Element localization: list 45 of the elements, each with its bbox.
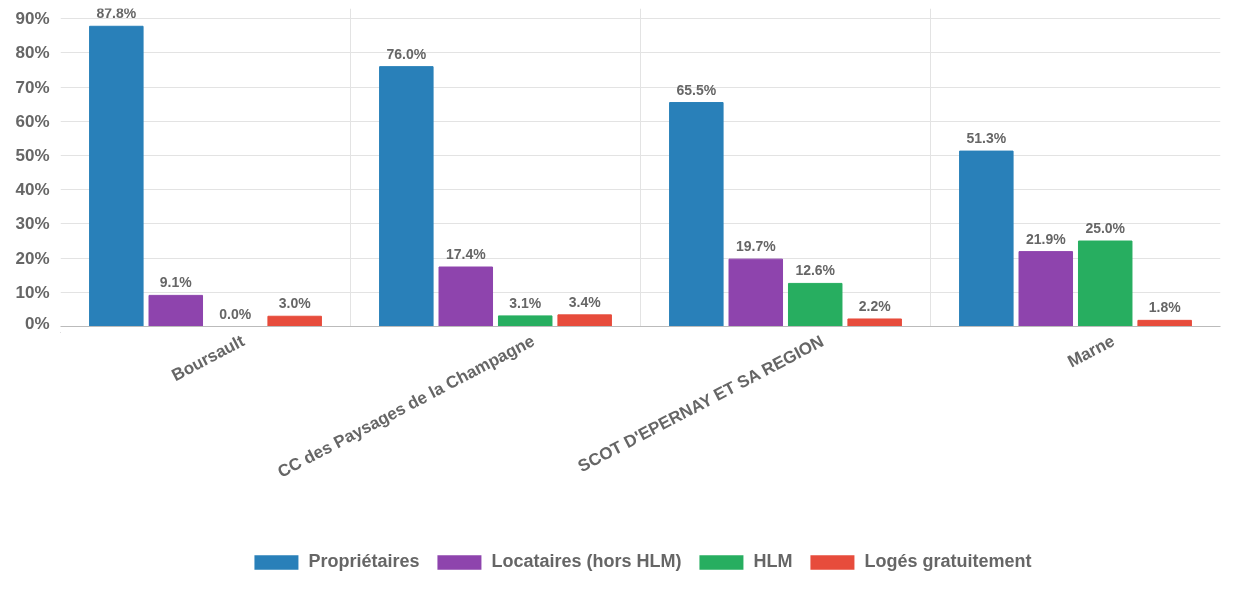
y-tick-label: 0% [24,313,50,333]
bar [1137,319,1192,327]
data-label: 87.8% [96,5,137,22]
data-label: 65.5% [676,81,717,98]
data-label: 19.7% [735,238,777,255]
y-tick-label: 50% [15,146,50,166]
data-label: 0.0% [219,305,252,322]
bar [1018,251,1074,327]
data-label: 1.8% [1148,299,1182,316]
y-tick-label: 30% [15,214,50,234]
data-label: 17.4% [445,246,487,262]
data-label: 12.6% [795,262,836,279]
bar [669,102,724,327]
data-label: 9.1% [159,274,193,291]
y-tick-label: 70% [15,77,50,97]
legend-label: Logés gratuitement [864,551,1032,572]
data-label: 25.0% [1085,220,1126,237]
bar [497,315,553,327]
bar [787,282,843,327]
y-tick-label: 60% [15,111,50,131]
data-label: 3.0% [278,295,312,312]
y-tick-label: 90% [15,9,50,29]
bar [959,150,1014,327]
bar [557,314,612,327]
data-label: 21.9% [1025,230,1067,247]
bar [728,258,784,327]
data-label: 51.3% [966,130,1007,147]
data-label: 2.2% [858,297,892,314]
bar [847,318,902,327]
bar [89,25,144,327]
bar [148,294,204,327]
y-tick-label: 10% [15,282,50,302]
data-label: 3.1% [509,294,542,311]
data-label: 76.0% [386,45,427,62]
legend-label: HLM [753,551,793,572]
legend-label: Locataires (hors HLM) [491,551,682,572]
bar [267,315,322,327]
bar [379,66,434,327]
legend-label: Propriétaires [308,551,420,572]
y-tick-label: 80% [15,43,50,63]
bar [438,266,494,327]
y-tick-label: 20% [15,248,50,268]
data-label: 3.4% [568,293,602,310]
y-tick-label: 40% [15,180,50,200]
bar [1077,240,1133,327]
